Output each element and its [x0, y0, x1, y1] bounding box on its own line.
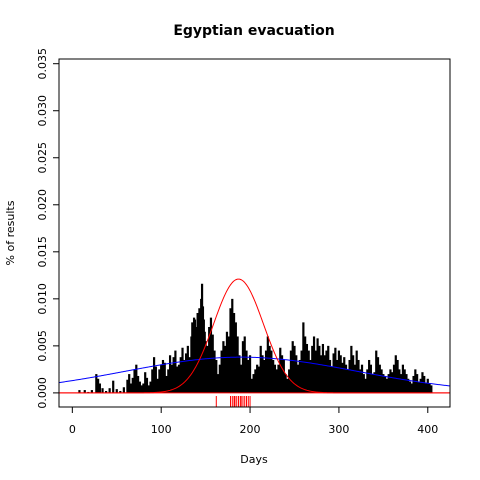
x-tick-label: 300 — [328, 423, 349, 436]
chart-title: Egyptian evacuation — [173, 23, 334, 39]
density-curves — [59, 278, 450, 394]
x-tick-label: 100 — [151, 423, 172, 436]
y-tick-label: 0.025 — [36, 142, 49, 174]
x-tick-label: 400 — [417, 423, 438, 436]
axes: 0 100 200 300 400 0.000 0.005 0.010 0.015 0.020 0.… — [36, 48, 451, 436]
y-tick-label: 0.010 — [36, 283, 49, 315]
plot-frame — [58, 58, 451, 408]
rug-marks — [215, 396, 251, 407]
peak-density-curve — [59, 278, 450, 394]
x-tick-label: 200 — [240, 423, 261, 436]
y-tick-label: 0.030 — [36, 95, 49, 127]
y-tick-label: 0.005 — [36, 330, 49, 362]
y-tick-label: 0.020 — [36, 189, 49, 221]
broad-density-curve — [59, 356, 450, 387]
y-tick-label: 0.035 — [36, 48, 49, 79]
y-tick-label: 0.015 — [36, 236, 49, 267]
y-tick-label: 0.000 — [36, 377, 49, 409]
x-axis-label: Days — [240, 453, 268, 466]
x-tick-label: 0 — [69, 423, 76, 436]
y-axis-label: % of results — [4, 200, 17, 265]
